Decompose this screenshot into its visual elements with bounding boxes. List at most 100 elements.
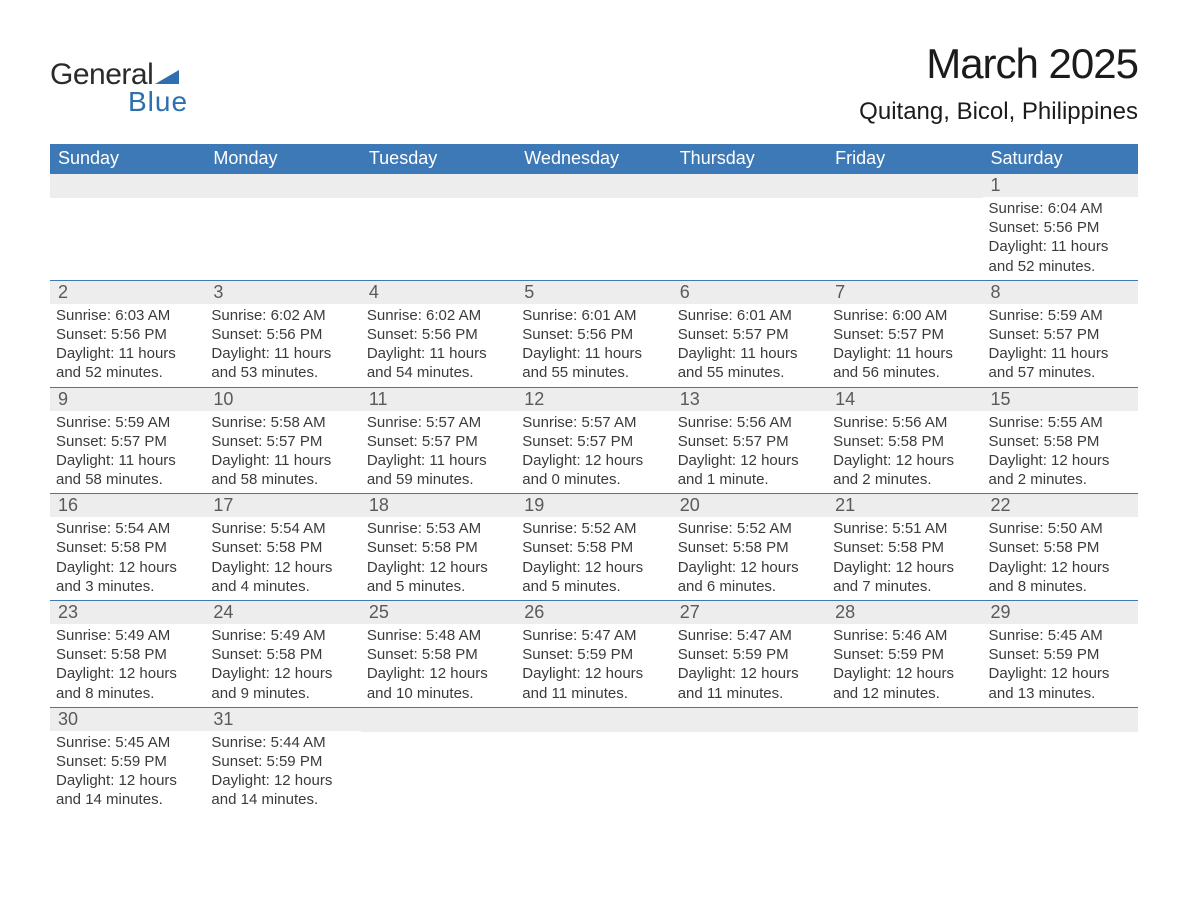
weekday-header: Monday <box>205 144 360 174</box>
day-sunset: Sunset: 5:59 PM <box>211 752 354 771</box>
day-number: 3 <box>205 281 360 304</box>
day-number <box>983 708 1138 732</box>
calendar-day-cell: 31Sunrise: 5:44 AMSunset: 5:59 PMDayligh… <box>205 707 360 813</box>
day-sunset: Sunset: 5:56 PM <box>211 325 354 344</box>
day-sunset: Sunset: 5:59 PM <box>56 752 199 771</box>
day-daylight: Daylight: 11 hours and 58 minutes. <box>211 451 354 489</box>
day-sunset: Sunset: 5:58 PM <box>989 432 1132 451</box>
day-sunrise: Sunrise: 5:54 AM <box>56 519 199 538</box>
page-title: March 2025 <box>859 40 1138 88</box>
day-number: 9 <box>50 388 205 411</box>
day-sunrise: Sunrise: 5:54 AM <box>211 519 354 538</box>
day-details: Sunrise: 5:52 AMSunset: 5:58 PMDaylight:… <box>516 517 671 600</box>
calendar-day-cell: 27 Sunrise: 5:47 AMSunset: 5:59 PMDayligh… <box>672 601 827 708</box>
day-number: 6 <box>672 281 827 304</box>
day-daylight: Daylight: 11 hours and 53 minutes. <box>211 344 354 382</box>
day-sunset: Sunset: 5:58 PM <box>56 645 199 664</box>
day-number: 14 <box>827 388 982 411</box>
day-daylight: Daylight: 12 hours and 4 minutes. <box>211 558 354 596</box>
day-details: Sunrise: 5:53 AMSunset: 5:58 PMDaylight:… <box>361 517 516 600</box>
day-daylight: Daylight: 11 hours and 55 minutes. <box>678 344 821 382</box>
day-daylight: Daylight: 12 hours and 1 minute. <box>678 451 821 489</box>
calendar-day-cell: 5Sunrise: 6:01 AMSunset: 5:56 PMDaylight… <box>516 280 671 387</box>
day-details: Sunrise: 5:55 AMSunset: 5:58 PMDaylight:… <box>983 411 1138 494</box>
day-sunset: Sunset: 5:59 PM <box>522 645 665 664</box>
day-details: Sunrise: 6:00 AMSunset: 5:57 PMDaylight:… <box>827 304 982 387</box>
day-details: Sunrise: 5:49 AMSunset: 5:58 PMDaylight:… <box>205 624 360 707</box>
day-number <box>827 708 982 732</box>
calendar-day-cell: 2Sunrise: 6:03 AMSunset: 5:56 PMDaylight… <box>50 280 205 387</box>
day-number <box>205 174 360 198</box>
calendar-day-cell: 26Sunrise: 5:47 AMSunset: 5:59 PMDayligh… <box>516 601 671 708</box>
calendar-day-cell: 10Sunrise: 5:58 AMSunset: 5:57 PMDayligh… <box>205 387 360 494</box>
calendar-day-cell: 6 Sunrise: 6:01 AMSunset: 5:57 PMDaylight… <box>672 280 827 387</box>
day-sunrise: Sunrise: 5:45 AM <box>989 626 1132 645</box>
calendar-day-cell: 4Sunrise: 6:02 AMSunset: 5:56 PMDaylight… <box>361 280 516 387</box>
day-daylight: Daylight: 12 hours and 9 minutes. <box>211 664 354 702</box>
day-daylight: Daylight: 12 hours and 11 minutes. <box>678 664 821 702</box>
day-details: Sunrise: 5:54 AMSunset: 5:58 PMDaylight:… <box>205 517 360 600</box>
day-sunset: Sunset: 5:58 PM <box>211 538 354 557</box>
day-sunset: Sunset: 5:59 PM <box>678 645 821 664</box>
weekday-header: Sunday <box>50 144 205 174</box>
day-sunrise: Sunrise: 5:58 AM <box>211 413 354 432</box>
day-daylight: Daylight: 11 hours and 52 minutes. <box>989 237 1132 275</box>
day-details: Sunrise: 5:45 AMSunset: 5:59 PMDaylight:… <box>983 624 1138 707</box>
calendar-week-row: 16Sunrise: 5:54 AMSunset: 5:58 PMDayligh… <box>50 494 1138 601</box>
calendar-day-cell <box>827 174 982 281</box>
day-sunrise: Sunrise: 5:47 AM <box>678 626 821 645</box>
calendar-week-row: 9Sunrise: 5:59 AMSunset: 5:57 PMDaylight… <box>50 387 1138 494</box>
day-sunset: Sunset: 5:59 PM <box>989 645 1132 664</box>
day-details: Sunrise: 5:59 AMSunset: 5:57 PMDaylight:… <box>983 304 1138 387</box>
weekday-header: Friday <box>827 144 982 174</box>
calendar-day-cell: 20Sunrise: 5:52 AMSunset: 5:58 PMDayligh… <box>672 494 827 601</box>
calendar-day-cell: 17Sunrise: 5:54 AMSunset: 5:58 PMDayligh… <box>205 494 360 601</box>
day-sunrise: Sunrise: 5:45 AM <box>56 733 199 752</box>
day-sunset: Sunset: 5:59 PM <box>833 645 976 664</box>
day-daylight: Daylight: 12 hours and 5 minutes. <box>522 558 665 596</box>
day-number: 25 <box>361 601 516 624</box>
day-details: Sunrise: 5:57 AMSunset: 5:57 PMDaylight:… <box>516 411 671 494</box>
day-sunrise: Sunrise: 6:02 AM <box>367 306 510 325</box>
day-number: 4 <box>361 281 516 304</box>
day-sunset: Sunset: 5:56 PM <box>522 325 665 344</box>
day-daylight: Daylight: 12 hours and 0 minutes. <box>522 451 665 489</box>
calendar-day-cell: 14Sunrise: 5:56 AMSunset: 5:58 PMDayligh… <box>827 387 982 494</box>
day-daylight: Daylight: 12 hours and 5 minutes. <box>367 558 510 596</box>
day-daylight: Daylight: 11 hours and 58 minutes. <box>56 451 199 489</box>
calendar-week-row: 23Sunrise: 5:49 AMSunset: 5:58 PMDayligh… <box>50 601 1138 708</box>
calendar-day-cell: 30Sunrise: 5:45 AMSunset: 5:59 PMDayligh… <box>50 707 205 813</box>
day-number: 23 <box>50 601 205 624</box>
day-sunrise: Sunrise: 5:44 AM <box>211 733 354 752</box>
day-sunrise: Sunrise: 5:51 AM <box>833 519 976 538</box>
day-number: 11 <box>361 388 516 411</box>
day-sunset: Sunset: 5:58 PM <box>833 538 976 557</box>
day-details: Sunrise: 5:44 AMSunset: 5:59 PMDaylight:… <box>205 731 360 814</box>
calendar-week-row: 2Sunrise: 6:03 AMSunset: 5:56 PMDaylight… <box>50 280 1138 387</box>
weekday-header: Thursday <box>672 144 827 174</box>
day-details: Sunrise: 5:58 AMSunset: 5:57 PMDaylight:… <box>205 411 360 494</box>
day-number: 24 <box>205 601 360 624</box>
day-daylight: Daylight: 11 hours and 57 minutes. <box>989 344 1132 382</box>
day-sunrise: Sunrise: 6:04 AM <box>989 199 1132 218</box>
day-details: Sunrise: 5:50 AMSunset: 5:58 PMDaylight:… <box>983 517 1138 600</box>
day-sunrise: Sunrise: 5:52 AM <box>678 519 821 538</box>
day-number: 21 <box>827 494 982 517</box>
day-number: 13 <box>672 388 827 411</box>
day-number: 22 <box>983 494 1138 517</box>
day-details: Sunrise: 6:04 AMSunset: 5:56 PMDaylight:… <box>983 197 1138 280</box>
day-sunset: Sunset: 5:58 PM <box>367 645 510 664</box>
day-number <box>672 708 827 732</box>
day-number: 2 <box>50 281 205 304</box>
day-number <box>50 174 205 198</box>
day-details: Sunrise: 5:59 AMSunset: 5:57 PMDaylight:… <box>50 411 205 494</box>
day-number: 27 <box>672 601 827 624</box>
day-sunrise: Sunrise: 6:01 AM <box>678 306 821 325</box>
calendar-day-cell: 18Sunrise: 5:53 AMSunset: 5:58 PMDayligh… <box>361 494 516 601</box>
day-sunrise: Sunrise: 5:53 AM <box>367 519 510 538</box>
brand-logo: General Blue <box>50 58 188 118</box>
day-sunset: Sunset: 5:58 PM <box>833 432 976 451</box>
day-details: Sunrise: 5:52 AMSunset: 5:58 PMDaylight:… <box>672 517 827 600</box>
day-sunrise: Sunrise: 5:49 AM <box>211 626 354 645</box>
day-sunset: Sunset: 5:57 PM <box>678 325 821 344</box>
